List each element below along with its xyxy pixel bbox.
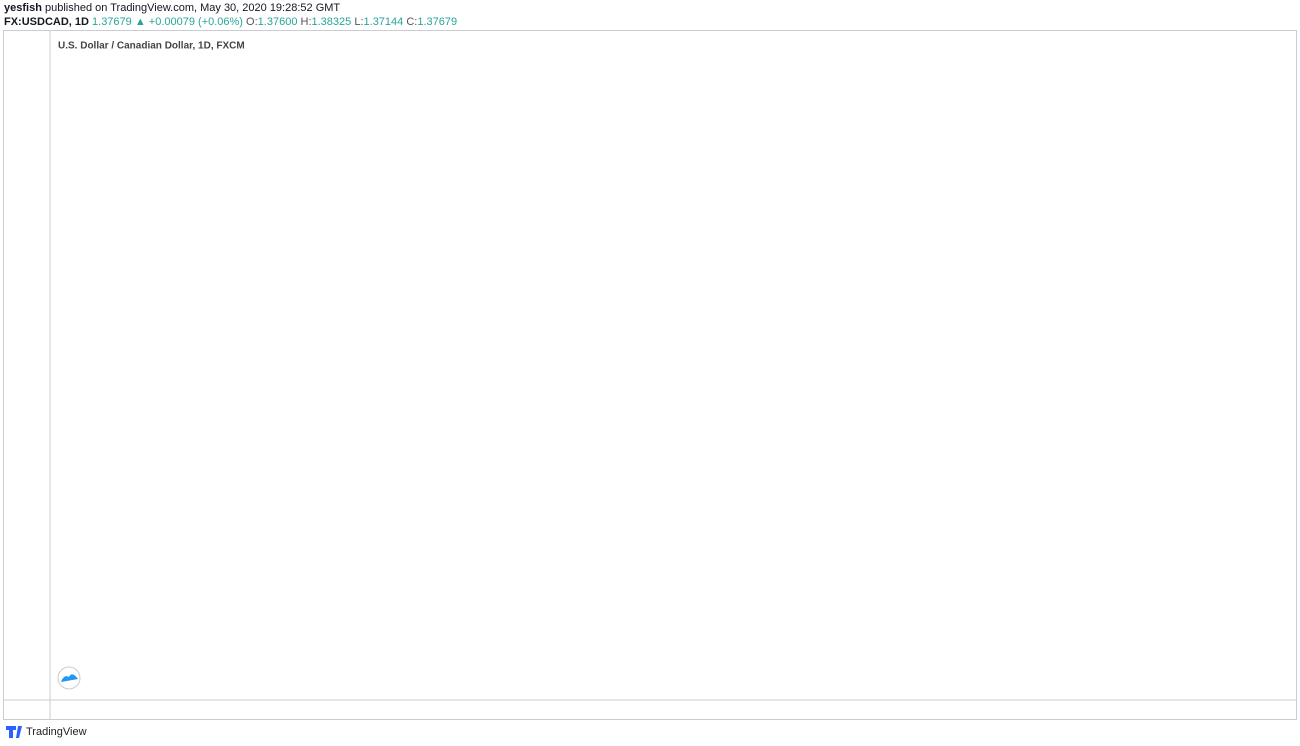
ohlc-label: L: xyxy=(354,16,364,28)
ohlc-value: 1.38325 xyxy=(311,16,352,28)
brand-icon xyxy=(6,726,22,738)
brand: TradingView xyxy=(26,726,87,738)
ohlc-label: C: xyxy=(406,16,418,28)
ohlc-value: 1.37679 xyxy=(417,16,458,28)
price: 1.37679 xyxy=(92,16,132,28)
ohlc-value: 1.37600 xyxy=(257,16,298,28)
byline: published on TradingView.com, May 30, 20… xyxy=(44,2,341,14)
symbol-line: FX:USDCAD, 1D 1.37679 ▲ +0.00079 (+0.06%… xyxy=(4,16,457,28)
logo-icon xyxy=(61,674,78,682)
ohlc-label: H: xyxy=(300,16,312,28)
author: yesfish xyxy=(4,2,42,14)
change: ▲ +0.00079 (+0.06%) xyxy=(134,16,243,28)
symbol: FX:USDCAD, 1D xyxy=(4,16,89,28)
ohlc-label: O: xyxy=(246,16,258,28)
chart-frame xyxy=(3,30,1297,720)
chart-title: U.S. Dollar / Canadian Dollar, 1D, FXCM xyxy=(58,41,245,52)
publish-line: yesfish published on TradingView.com, Ma… xyxy=(4,2,340,14)
ohlc-value: 1.37144 xyxy=(363,16,404,28)
ohlc: O:1.37600 H:1.38325 L:1.37144 C:1.37679 xyxy=(246,16,457,28)
